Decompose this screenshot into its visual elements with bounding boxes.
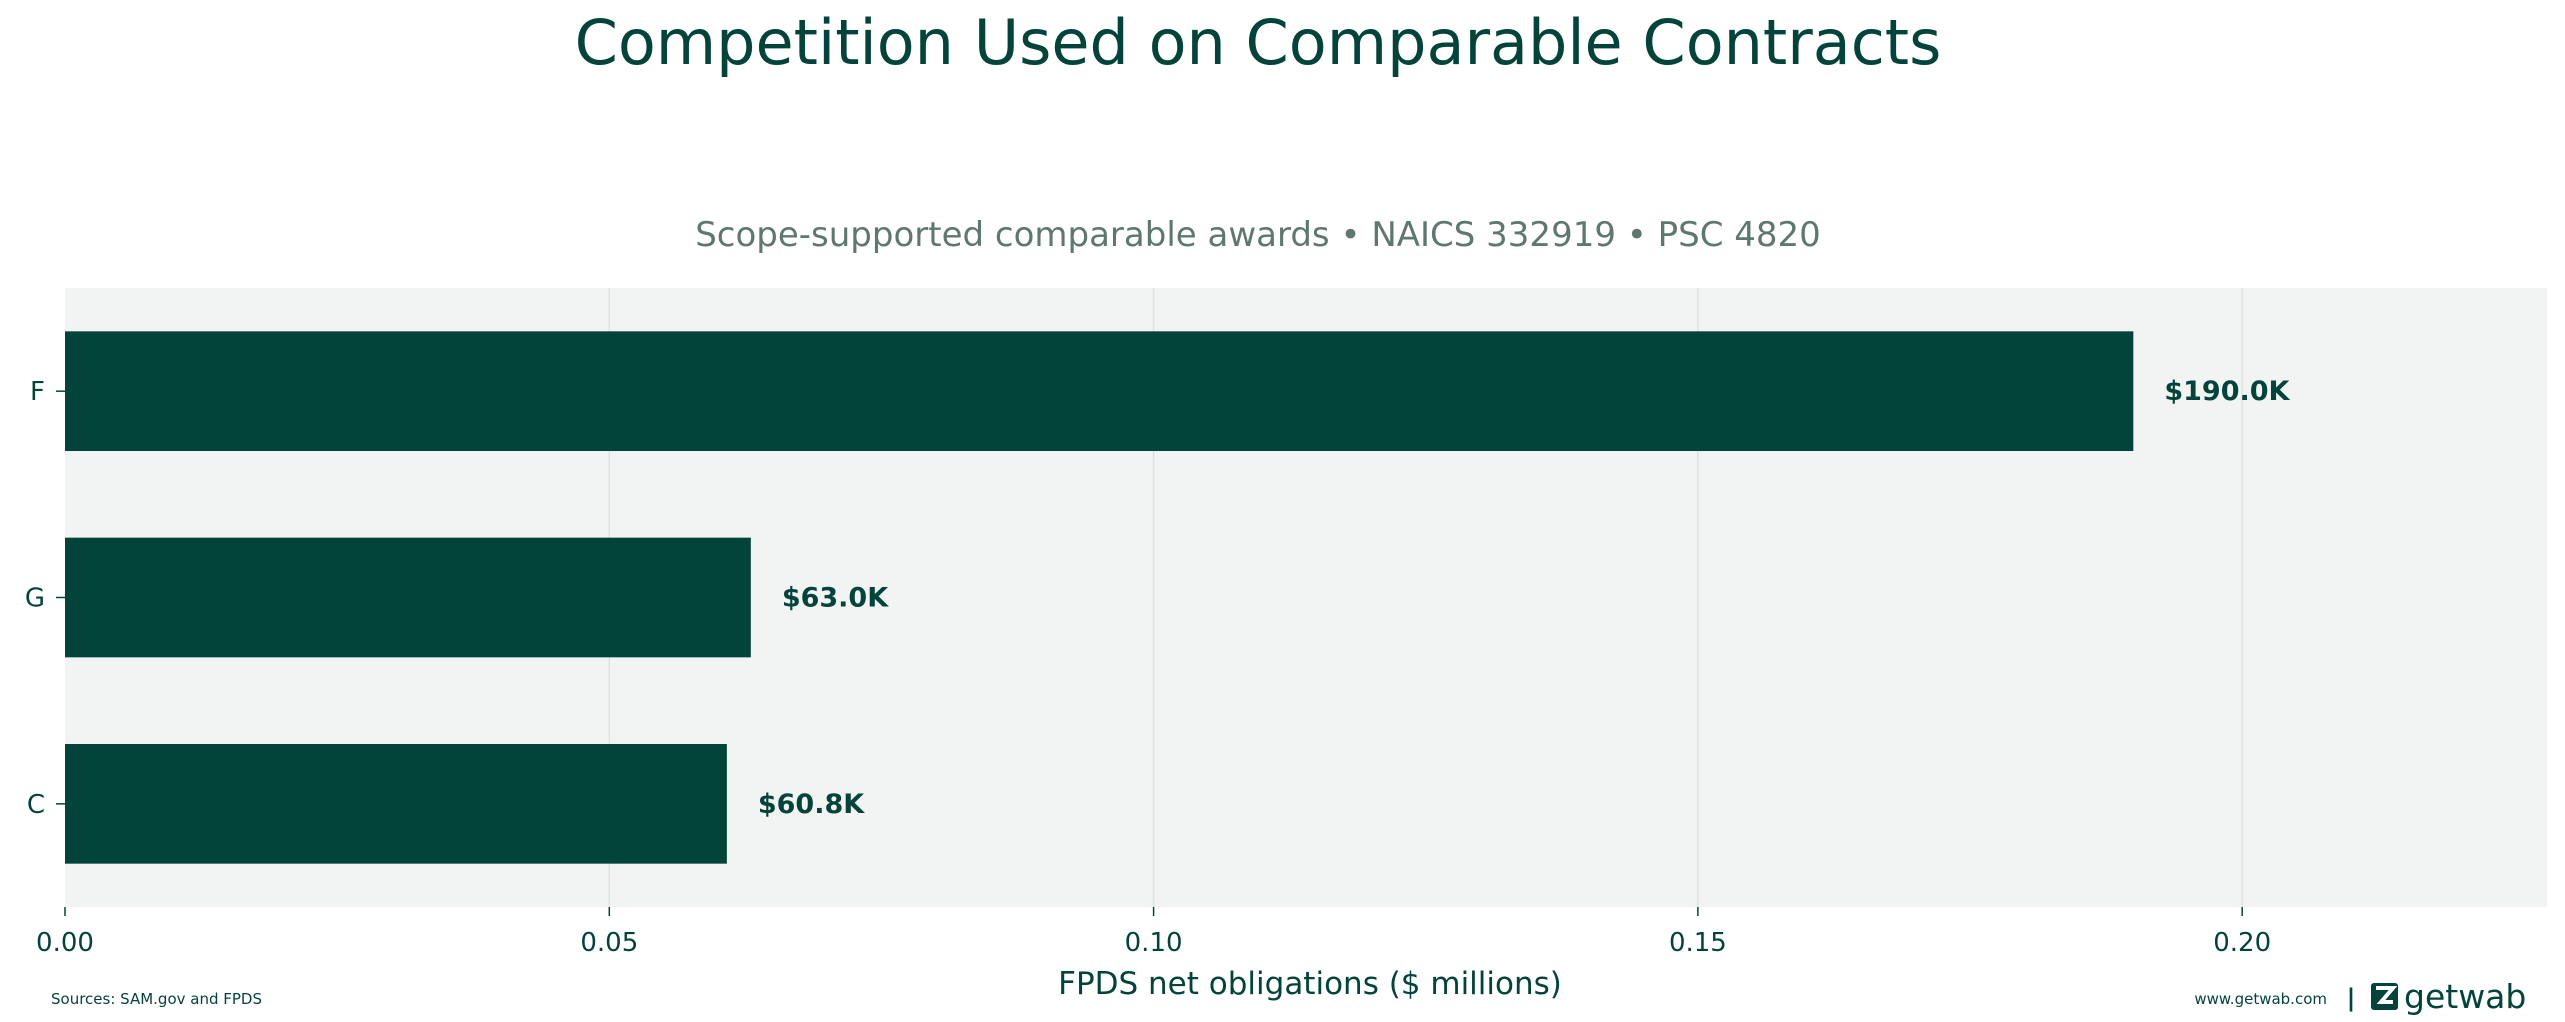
data-label-c: $60.8K <box>758 789 865 820</box>
sources-note: Sources: SAM.gov and FPDS <box>51 990 262 1008</box>
brand-name: getwab <box>2404 977 2526 1016</box>
y-tick-label-c: C <box>27 790 45 820</box>
chart-title: Competition Used on Comparable Contracts <box>575 6 1942 79</box>
website-link[interactable]: www.getwab.com <box>2194 990 2327 1008</box>
x-tick-label: 0.20 <box>2213 928 2271 958</box>
getwab-logo-icon <box>2371 983 2398 1010</box>
data-label-f: $190.0K <box>2164 376 2290 407</box>
data-label-g: $63.0K <box>782 583 889 614</box>
x-tick-label: 0.05 <box>580 928 638 958</box>
bar-g <box>65 537 751 658</box>
y-tick-label-f: F <box>30 377 45 407</box>
chart-subtitle: Scope-supported comparable awards • NAIC… <box>695 215 1821 255</box>
bar-f <box>65 331 2134 452</box>
bars: $190.0K $63.0K $60.8K <box>65 331 2291 864</box>
footer-separator: | <box>2347 984 2356 1012</box>
x-tick-label: 0.15 <box>1669 928 1727 958</box>
bar-c <box>65 743 727 864</box>
y-tick-label-g: G <box>25 584 45 614</box>
x-tick-label: 0.00 <box>36 928 94 958</box>
x-axis-label: FPDS net obligations ($ millions) <box>1058 966 1562 1002</box>
x-tick-label: 0.10 <box>1125 928 1183 958</box>
axes: F G C 0.00 0.05 0.10 0.15 0.20 <box>25 377 2271 958</box>
